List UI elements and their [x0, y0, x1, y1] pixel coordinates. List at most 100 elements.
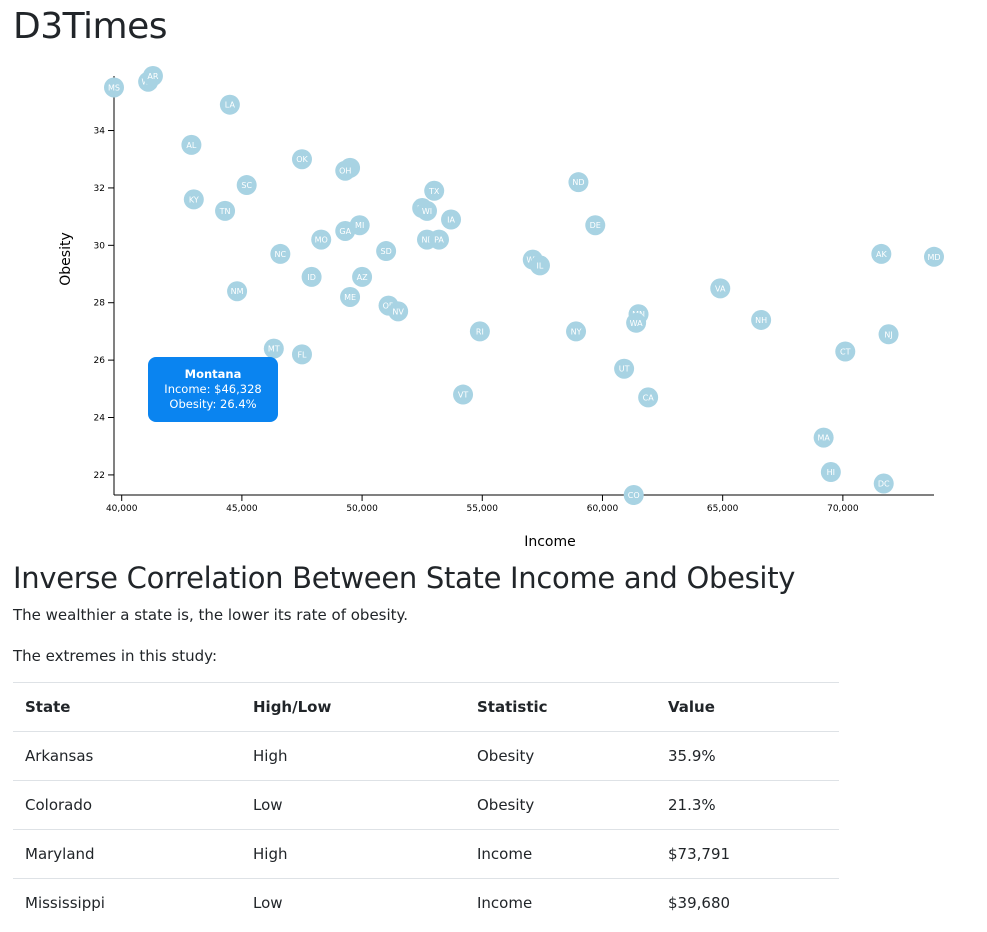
- state-circle[interactable]: [813, 427, 834, 448]
- state-circle[interactable]: [568, 172, 589, 193]
- state-circle[interactable]: [566, 321, 587, 342]
- state-point[interactable]: UT: [614, 358, 635, 379]
- state-circle[interactable]: [614, 358, 635, 379]
- state-abbr-label: MO: [315, 236, 328, 245]
- state-point[interactable]: CT: [835, 341, 856, 362]
- state-point[interactable]: NC: [270, 243, 291, 264]
- state-point[interactable]: MI: [349, 215, 370, 236]
- state-circle[interactable]: [623, 485, 644, 505]
- y-axis-title: Obesity: [58, 232, 74, 285]
- state-point[interactable]: LA: [219, 94, 240, 115]
- state-point[interactable]: ME: [340, 286, 361, 307]
- state-circle[interactable]: [349, 215, 370, 236]
- state-circle[interactable]: [352, 266, 373, 287]
- state-point[interactable]: NJ: [878, 324, 899, 345]
- state-point[interactable]: AZ: [352, 266, 373, 287]
- state-abbr-label: GA: [339, 227, 351, 236]
- state-circle[interactable]: [529, 255, 550, 276]
- state-circle[interactable]: [215, 200, 236, 221]
- state-point[interactable]: ND: [568, 172, 589, 193]
- state-point[interactable]: DE: [585, 215, 606, 236]
- state-abbr-label: SC: [241, 181, 252, 190]
- state-circle[interactable]: [291, 344, 312, 365]
- state-point[interactable]: NV: [388, 301, 409, 322]
- state-abbr-label: CA: [643, 393, 655, 402]
- state-circle[interactable]: [441, 209, 462, 230]
- state-circle[interactable]: [340, 286, 361, 307]
- state-circle[interactable]: [183, 189, 204, 210]
- state-circle[interactable]: [388, 301, 409, 322]
- y-tick-label: 32: [94, 184, 105, 194]
- state-abbr-label: CT: [840, 348, 851, 357]
- state-circle[interactable]: [638, 387, 659, 408]
- state-circle[interactable]: [270, 243, 291, 264]
- state-point[interactable]: OK: [291, 149, 312, 170]
- state-point[interactable]: IA: [441, 209, 462, 230]
- state-circle[interactable]: [820, 462, 841, 483]
- state-point[interactable]: CO: [623, 485, 644, 505]
- state-abbr-label: LA: [225, 101, 236, 110]
- state-point[interactable]: KY: [183, 189, 204, 210]
- state-circle[interactable]: [878, 324, 899, 345]
- state-point[interactable]: MS: [104, 77, 124, 98]
- x-tick-label: 50,000: [346, 504, 378, 514]
- state-point[interactable]: VT: [453, 384, 474, 405]
- state-circle[interactable]: [453, 384, 474, 405]
- state-point[interactable]: NH: [751, 309, 772, 330]
- state-circle[interactable]: [585, 215, 606, 236]
- state-circle[interactable]: [104, 77, 124, 98]
- state-circle[interactable]: [301, 266, 322, 287]
- state-point[interactable]: HI: [820, 462, 841, 483]
- state-circle[interactable]: [751, 309, 772, 330]
- state-circle[interactable]: [469, 321, 490, 342]
- state-point[interactable]: RI: [469, 321, 490, 342]
- state-circle[interactable]: [416, 200, 437, 221]
- state-circle[interactable]: [424, 180, 445, 201]
- state-circle[interactable]: [219, 94, 240, 115]
- state-point[interactable]: AR: [142, 66, 163, 86]
- state-point[interactable]: MD: [924, 246, 944, 267]
- state-abbr-label: TN: [219, 207, 231, 216]
- state-circle[interactable]: [181, 134, 202, 155]
- state-circle[interactable]: [291, 149, 312, 170]
- state-point[interactable]: MT: [263, 338, 284, 359]
- state-point[interactable]: NM: [227, 281, 248, 302]
- state-circle[interactable]: [873, 473, 894, 494]
- state-point[interactable]: AK: [871, 243, 892, 264]
- state-point[interactable]: MO: [311, 229, 332, 250]
- state-point[interactable]: ID: [301, 266, 322, 287]
- state-circle[interactable]: [335, 160, 356, 181]
- state-point[interactable]: NY: [566, 321, 587, 342]
- state-circle[interactable]: [710, 278, 731, 299]
- state-circle[interactable]: [142, 66, 163, 86]
- state-circle[interactable]: [429, 229, 450, 250]
- state-circle[interactable]: [835, 341, 856, 362]
- state-circle[interactable]: [311, 229, 332, 250]
- state-circle[interactable]: [871, 243, 892, 264]
- state-point[interactable]: OH: [335, 160, 356, 181]
- state-point[interactable]: FL: [291, 344, 312, 365]
- state-circle[interactable]: [227, 281, 248, 302]
- state-point[interactable]: AL: [181, 134, 202, 155]
- state-abbr-label: WA: [630, 319, 643, 328]
- state-point[interactable]: MA: [813, 427, 834, 448]
- state-point[interactable]: IL: [529, 255, 550, 276]
- state-point[interactable]: VA: [710, 278, 731, 299]
- state-circle[interactable]: [924, 246, 944, 267]
- tooltip: Montana Income: $46,328 Obesity: 26.4%: [148, 357, 278, 422]
- state-point[interactable]: PA: [429, 229, 450, 250]
- cell-value: 21.3%: [656, 780, 839, 830]
- state-point[interactable]: SC: [236, 175, 257, 196]
- state-point[interactable]: WI: [416, 200, 437, 221]
- state-circle[interactable]: [236, 175, 257, 196]
- state-circle[interactable]: [376, 241, 397, 262]
- state-circle[interactable]: [626, 312, 647, 333]
- state-point[interactable]: DC: [873, 473, 894, 494]
- state-point[interactable]: CA: [638, 387, 659, 408]
- state-point[interactable]: TN: [215, 200, 236, 221]
- state-point[interactable]: SD: [376, 241, 397, 262]
- state-point[interactable]: TX: [424, 180, 445, 201]
- state-point[interactable]: WA: [626, 312, 647, 333]
- state-circle[interactable]: [263, 338, 284, 359]
- state-abbr-label: CO: [628, 491, 640, 500]
